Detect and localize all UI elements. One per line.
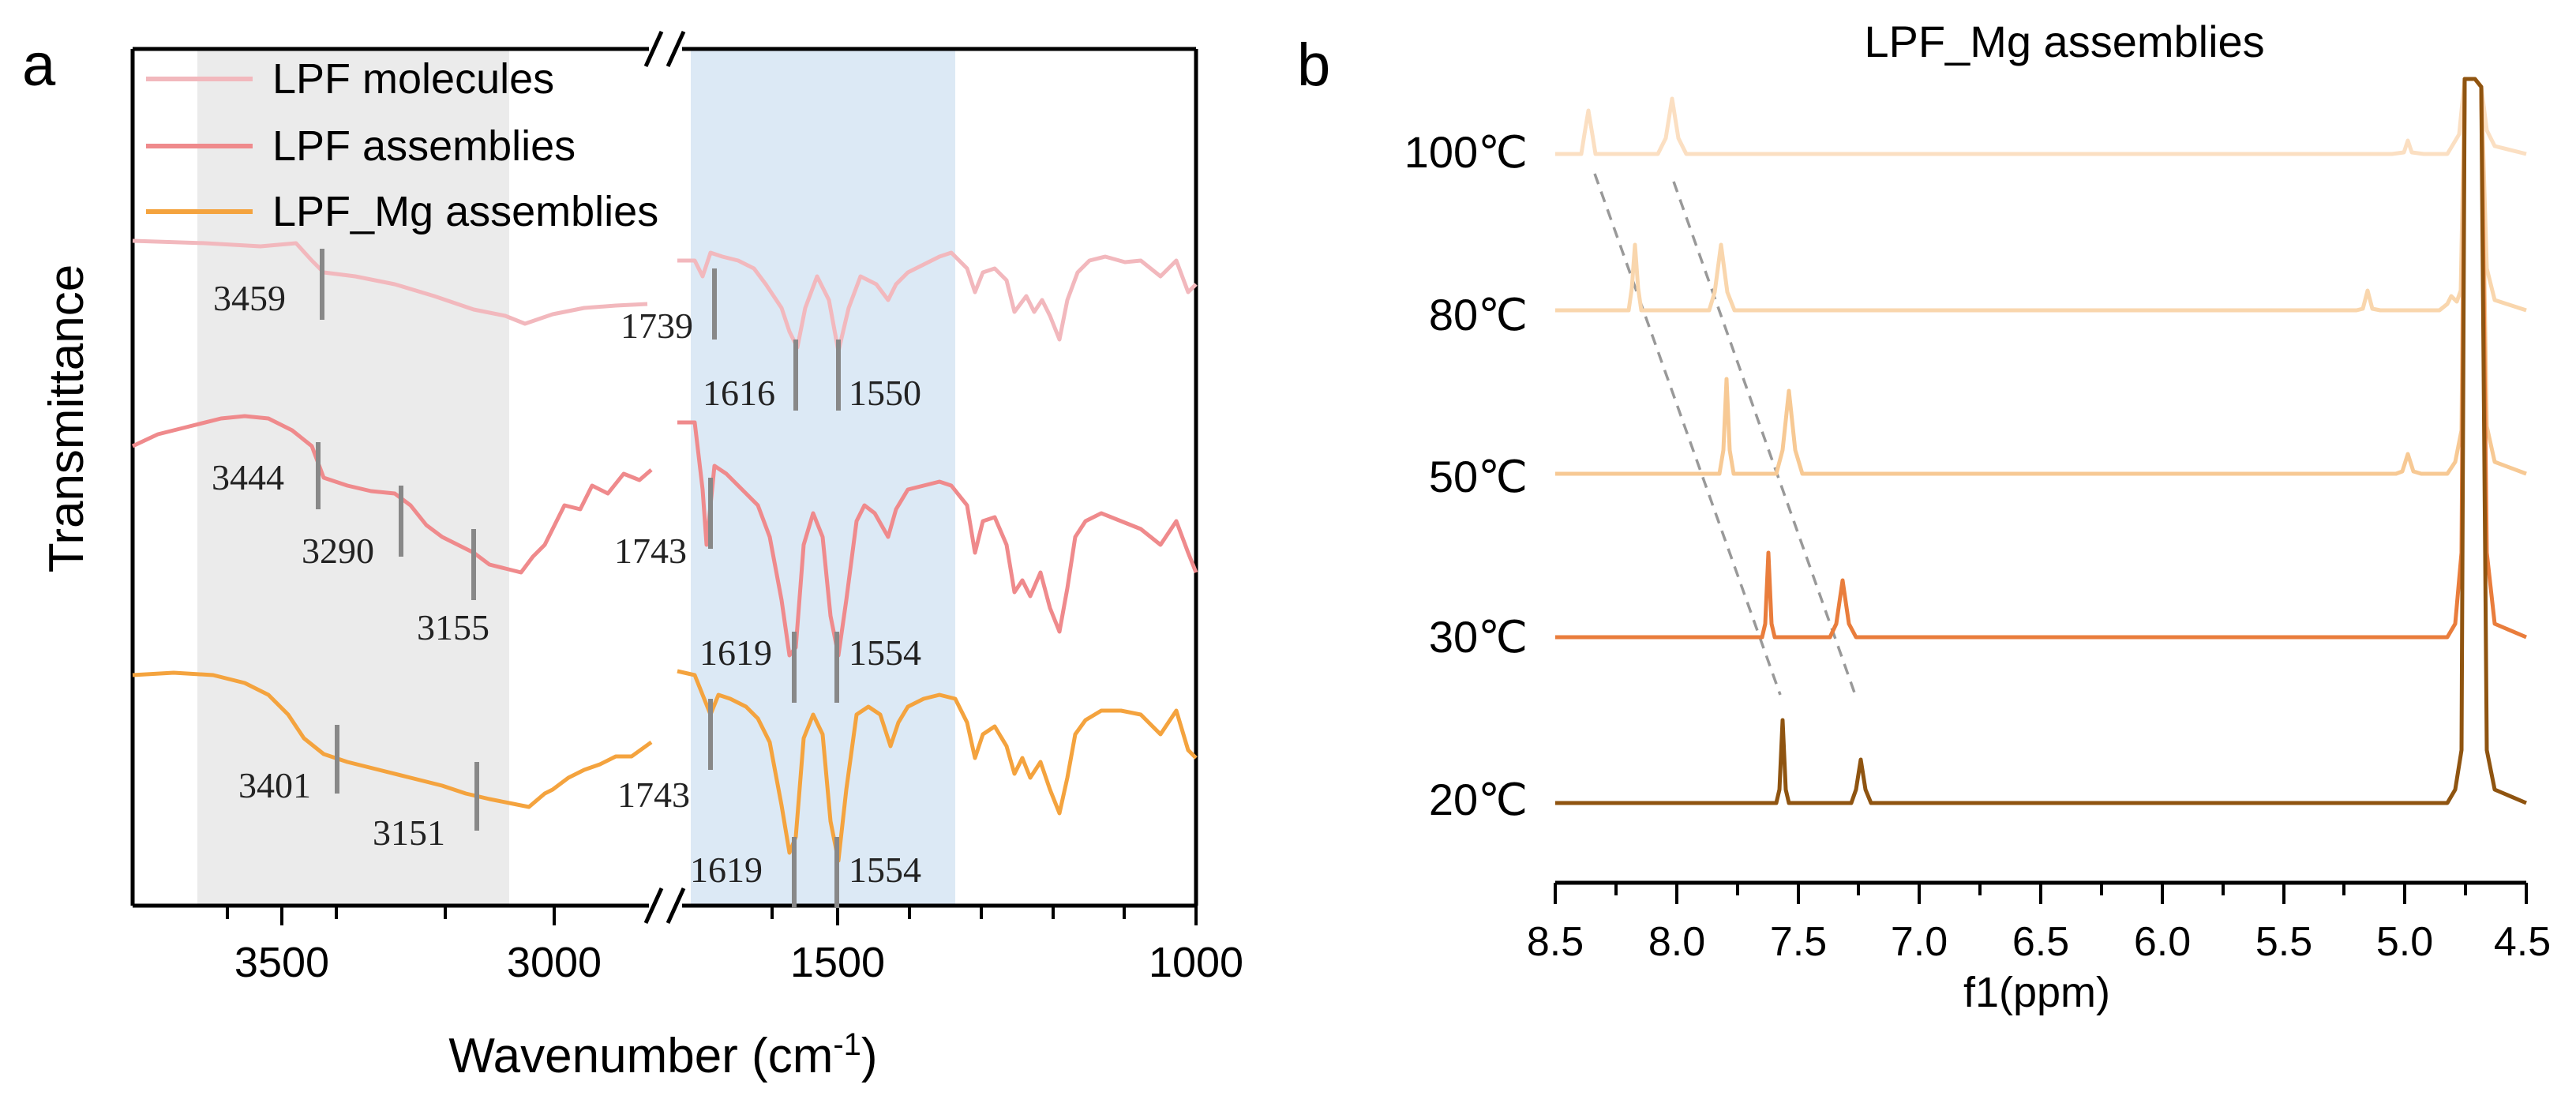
- peak-label: 3444: [212, 457, 284, 497]
- series-30C: [1555, 77, 2527, 640]
- x-tick-label: 5.0: [2376, 919, 2433, 965]
- series-50C: [1555, 77, 2527, 476]
- series-mg-left: [132, 670, 653, 809]
- peak-labels: 3459 1739 1616 1550 3444 3290 3155 1743 …: [212, 278, 921, 890]
- peak-label: 1619: [699, 632, 772, 673]
- peak-label: 3290: [302, 531, 374, 571]
- series-molecules-right: [677, 250, 1198, 354]
- legend-a: LPF molecules LPF assemblies LPF_Mg asse…: [146, 55, 658, 235]
- peak-label: 1743: [614, 531, 687, 571]
- x-tick-label-3000: 3000: [507, 939, 602, 986]
- series-80C: [1555, 77, 2527, 313]
- peak-label: 1743: [617, 775, 690, 815]
- x-tick-label: 5.5: [2255, 919, 2312, 965]
- panel-a: a 3500 3000: [22, 30, 1243, 1083]
- legend-label-molecules: LPF molecules: [272, 55, 554, 103]
- dashed-guide-line: [1672, 181, 1857, 696]
- temp-label-50: 50℃: [1429, 452, 1528, 501]
- temp-label-20: 20℃: [1429, 775, 1528, 824]
- x-tick-label: 8.0: [1648, 919, 1705, 965]
- peak-label: 1619: [690, 850, 763, 890]
- x-tick-label-1500: 1500: [790, 939, 885, 986]
- legend-label-assemblies: LPF assemblies: [272, 122, 576, 170]
- peak-label: 1739: [621, 306, 693, 346]
- x-ticks-b: [1554, 883, 2528, 904]
- panel-b-letter: b: [1297, 32, 1330, 99]
- x-axis-title-main: Wavenumber (cm: [448, 1029, 833, 1083]
- temp-label-30: 30℃: [1429, 612, 1528, 662]
- temp-label-80: 80℃: [1429, 290, 1528, 340]
- x-tick-label: 7.5: [1770, 919, 1827, 965]
- x-axis-title: Wavenumber (cm-1): [448, 1027, 877, 1083]
- temperature-labels: 100℃ 80℃ 50℃ 30℃ 20℃: [1404, 127, 1528, 824]
- series-100C: [1555, 77, 2527, 156]
- x-tick-label: 6.0: [2134, 919, 2191, 965]
- series-mg-right: [677, 669, 1198, 863]
- axis-break-top-mark: [643, 30, 664, 68]
- axis-break-bottom-mark: [666, 887, 686, 925]
- chart-b-title: LPF_Mg assemblies: [1864, 17, 2264, 66]
- axis-break-top-mark: [666, 30, 686, 68]
- series-assemblies-right: [677, 420, 1198, 658]
- peak-label: 1554: [849, 632, 921, 673]
- axis-break-bottom-mark: [643, 887, 664, 925]
- y-axis-title: Transmittance: [39, 265, 94, 573]
- peak-markers: [316, 249, 841, 908]
- x-tick-label: 4.5: [2494, 919, 2551, 965]
- x-tick-label: 8.5: [1527, 919, 1584, 965]
- peak-label: 3459: [213, 278, 286, 318]
- peak-label: 3155: [417, 607, 489, 647]
- peak-label: 1550: [849, 373, 921, 413]
- peak-label: 1616: [703, 373, 775, 413]
- panel-a-letter: a: [22, 32, 56, 99]
- nmr-spectra: [1555, 77, 2527, 805]
- x-tick-labels-b: 8.5 8.0 7.5 7.0 6.5 6.0 5.5 5.0 4.5: [1527, 919, 2551, 965]
- peak-label: 1554: [849, 850, 921, 890]
- x-tick-label: 6.5: [2012, 919, 2069, 965]
- x-ticks-a: [226, 906, 1198, 925]
- legend-label-mg-assemblies: LPF_Mg assemblies: [272, 188, 658, 235]
- shade-blue-region: [691, 49, 955, 906]
- peak-label: 3151: [373, 812, 445, 853]
- temp-label-100: 100℃: [1404, 127, 1528, 177]
- x-tick-label: 7.0: [1891, 919, 1948, 965]
- x-axis-title-superscript: -1: [833, 1027, 861, 1062]
- ftir-spectra: [131, 238, 1198, 863]
- series-molecules-left: [132, 238, 648, 326]
- panel-b: b LPF_Mg assemblies 100℃ 80℃ 50℃ 30℃ 20℃: [1297, 17, 2551, 1016]
- x-tick-label-1000: 1000: [1149, 939, 1243, 986]
- series-20C: [1555, 77, 2527, 805]
- peak-label: 3401: [238, 765, 311, 805]
- series-assemblies-left: [131, 414, 653, 575]
- x-axis-title-close: ): [861, 1029, 878, 1083]
- x-tick-label-3500: 3500: [234, 939, 329, 986]
- x-axis-title-b: f1(ppm): [1963, 969, 2110, 1016]
- dashed-guide-line: [1593, 173, 1782, 696]
